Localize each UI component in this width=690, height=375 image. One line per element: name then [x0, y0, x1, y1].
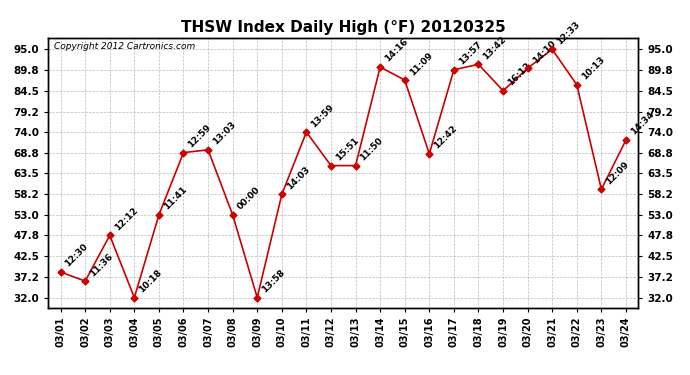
Text: 14:03: 14:03 [285, 165, 311, 191]
Point [497, 88, 509, 94]
Point [203, 147, 214, 153]
Point [596, 186, 607, 192]
Point [129, 295, 140, 301]
Text: 11:50: 11:50 [359, 136, 385, 162]
Text: 14:10: 14:10 [531, 39, 558, 65]
Point [252, 295, 263, 301]
Text: 12:59: 12:59 [186, 123, 213, 150]
Point [350, 163, 361, 169]
Point [448, 67, 460, 73]
Point [79, 278, 90, 284]
Point [546, 46, 558, 53]
Text: 00:00: 00:00 [235, 186, 262, 212]
Point [276, 191, 287, 197]
Text: 11:09: 11:09 [408, 50, 434, 77]
Point [104, 232, 115, 238]
Point [301, 129, 312, 135]
Point [522, 65, 533, 71]
Text: 13:59: 13:59 [309, 102, 336, 129]
Point [571, 82, 582, 88]
Point [424, 151, 435, 157]
Text: 10:13: 10:13 [580, 55, 607, 82]
Text: 11:41: 11:41 [162, 185, 188, 212]
Text: 12:33: 12:33 [555, 20, 582, 46]
Text: 13:03: 13:03 [211, 120, 237, 147]
Text: 12:42: 12:42 [432, 124, 459, 151]
Text: Copyright 2012 Cartronics.com: Copyright 2012 Cartronics.com [55, 42, 195, 51]
Text: 13:58: 13:58 [260, 268, 287, 294]
Text: 11:36: 11:36 [88, 251, 115, 278]
Text: 16:12: 16:12 [506, 61, 533, 87]
Text: 15:51: 15:51 [334, 136, 361, 162]
Text: 13:57: 13:57 [457, 40, 484, 67]
Point [55, 269, 66, 275]
Text: 14:34: 14:34 [629, 110, 656, 137]
Point [153, 212, 164, 218]
Point [227, 212, 238, 218]
Text: 14:16: 14:16 [383, 37, 410, 64]
Point [400, 77, 411, 83]
Text: 12:30: 12:30 [63, 242, 90, 269]
Text: 12:09: 12:09 [604, 159, 631, 186]
Point [620, 137, 631, 143]
Point [375, 64, 386, 70]
Text: 12:12: 12:12 [112, 206, 139, 232]
Title: THSW Index Daily High (°F) 20120325: THSW Index Daily High (°F) 20120325 [181, 20, 506, 35]
Point [326, 163, 337, 169]
Text: 10:18: 10:18 [137, 268, 164, 294]
Text: 13:42: 13:42 [482, 34, 508, 61]
Point [178, 150, 189, 156]
Point [473, 61, 484, 67]
